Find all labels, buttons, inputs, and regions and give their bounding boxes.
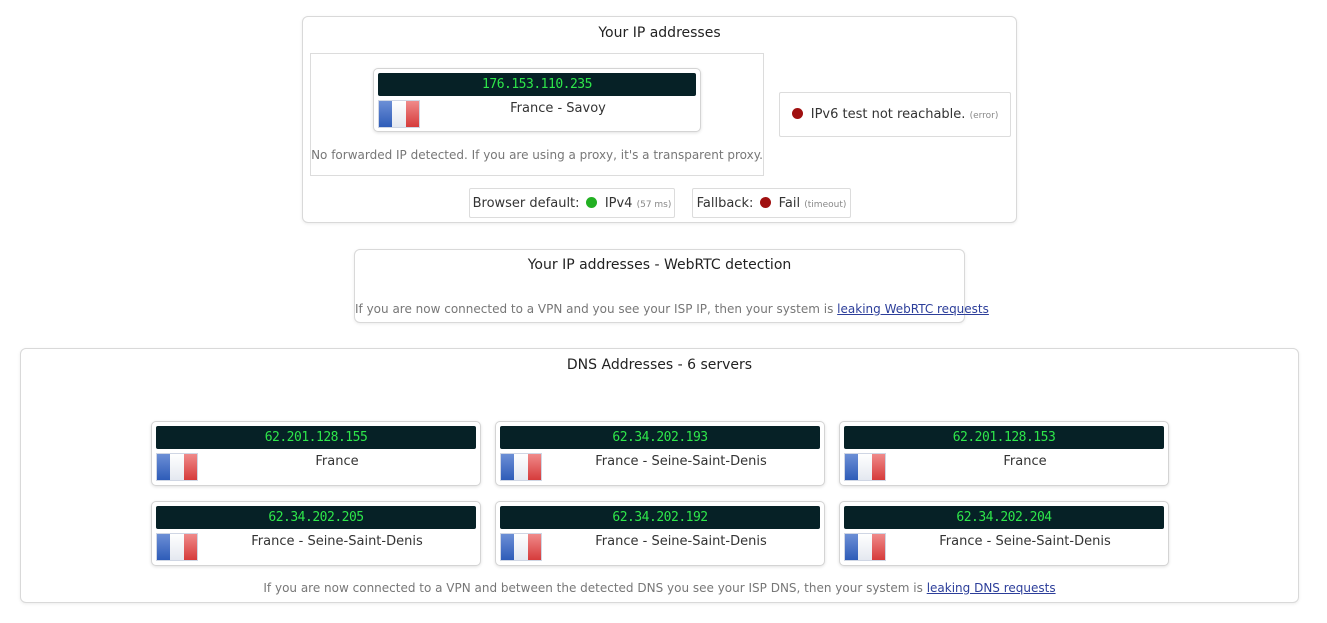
webrtc-panel: Your IP addresses - WebRTC detection If …	[354, 249, 989, 323]
dns-ip-address: 62.34.202.192	[500, 506, 820, 529]
france-flag-icon	[844, 453, 886, 481]
france-flag-icon	[378, 100, 420, 128]
ipv4-card: 176.153.110.235 France - Savoy	[373, 68, 701, 132]
browser-default-label: Browser default:	[472, 196, 580, 211]
forwarded-ip-note: No forwarded IP detected. If you are usi…	[311, 148, 763, 162]
fallback-note: (timeout)	[804, 200, 847, 210]
dns-location: France - Seine-Saint-Denis	[251, 534, 423, 549]
webrtc-note-text: If you are now connected to a VPN and yo…	[355, 302, 834, 316]
dns-server-card: 62.34.202.193 France - Seine-Saint-Denis	[495, 421, 825, 486]
webrtc-panel-title: Your IP addresses - WebRTC detection	[527, 257, 792, 273]
fallback-value: Fail	[778, 196, 801, 211]
ip-panel-title: Your IP addresses	[598, 25, 721, 41]
dns-ip-address: 62.34.202.204	[844, 506, 1164, 529]
dns-leak-link[interactable]: leaking DNS requests	[926, 581, 1056, 595]
dns-ip-address: 62.201.128.155	[156, 426, 476, 449]
ipv4-address: 176.153.110.235	[378, 73, 696, 96]
browser-default-value: IPv4	[604, 196, 633, 211]
dns-location: France - Seine-Saint-Denis	[595, 454, 767, 469]
dns-server-card: 62.34.202.205 France - Seine-Saint-Denis	[151, 501, 481, 566]
dns-server-card: 62.201.128.155 France	[151, 421, 481, 486]
red-dot-icon	[791, 108, 803, 119]
browser-default-box: Browser default: IPv4 (57 ms)	[469, 188, 675, 218]
france-flag-icon	[844, 533, 886, 561]
dns-server-card: 62.34.202.204 France - Seine-Saint-Denis	[839, 501, 1169, 566]
dns-location: France	[315, 454, 359, 469]
dns-ip-address: 62.34.202.205	[156, 506, 476, 529]
ip-addresses-panel: Your IP addresses 176.153.110.235 France…	[302, 16, 1017, 223]
dns-ip-address: 62.34.202.193	[500, 426, 820, 449]
ipv6-error-note: (error)	[969, 111, 999, 121]
france-flag-icon	[156, 533, 198, 561]
france-flag-icon	[500, 533, 542, 561]
dns-note: If you are now connected to a VPN and be…	[21, 581, 1298, 595]
ipv6-box: IPv6 test not reachable. (error)	[779, 92, 1011, 137]
green-dot-icon	[585, 197, 597, 208]
webrtc-note: If you are now connected to a VPN and yo…	[355, 302, 989, 316]
dns-note-text: If you are now connected to a VPN and be…	[263, 581, 923, 595]
webrtc-leak-link[interactable]: leaking WebRTC requests	[837, 302, 989, 316]
dns-server-card: 62.201.128.153 France	[839, 421, 1169, 486]
red-dot-icon	[759, 197, 771, 208]
dns-location: France - Seine-Saint-Denis	[939, 534, 1111, 549]
dns-location: France	[1003, 454, 1047, 469]
fallback-box: Fallback: Fail (timeout)	[692, 188, 851, 218]
browser-default-ms: (57 ms)	[636, 200, 672, 210]
dns-ip-address: 62.201.128.153	[844, 426, 1164, 449]
france-flag-icon	[156, 453, 198, 481]
ipv6-status-text: IPv6 test not reachable.	[810, 107, 966, 122]
ipv4-box: 176.153.110.235 France - Savoy No forwar…	[310, 53, 764, 176]
ipv4-location: France - Savoy	[510, 101, 606, 116]
france-flag-icon	[500, 453, 542, 481]
dns-panel: DNS Addresses - 6 servers 62.201.128.155…	[20, 348, 1299, 603]
dns-panel-title: DNS Addresses - 6 servers	[566, 357, 753, 373]
fallback-label: Fallback:	[696, 196, 754, 211]
dns-location: France - Seine-Saint-Denis	[595, 534, 767, 549]
dns-server-card: 62.34.202.192 France - Seine-Saint-Denis	[495, 501, 825, 566]
